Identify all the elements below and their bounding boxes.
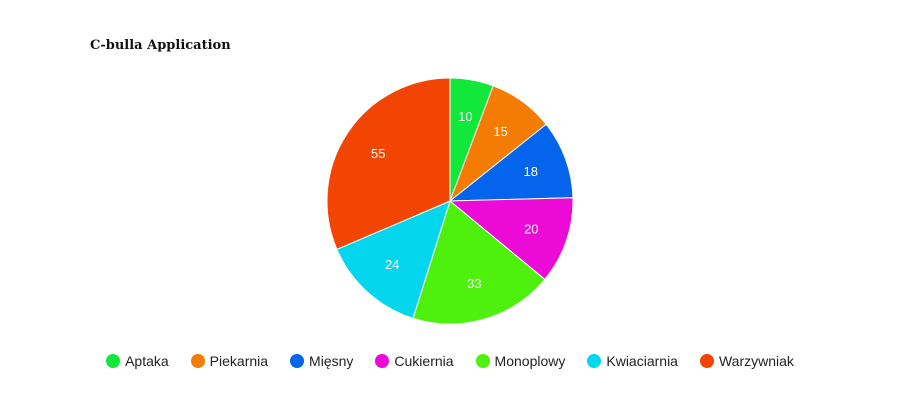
slice-value-label: 33 [467,276,481,291]
legend-swatch [290,354,305,368]
chart-title: C-bulla Application [90,38,231,53]
slice-value-label: 55 [371,146,385,161]
slice-value-label: 18 [524,164,538,179]
pie-slice-mięsny [448,123,574,202]
legend-swatch [106,354,121,368]
legend-item[interactable]: Warzywniak [699,351,794,371]
slice-value-label: 20 [524,222,538,237]
legend-item[interactable]: Mięsny [290,351,353,371]
pie-slice-warzywniak [326,77,451,250]
legend-item[interactable]: Piekarnia [190,351,269,371]
legend-swatch [475,354,490,368]
legend-swatch [190,354,205,368]
slice-value-label: 24 [385,257,399,272]
legend-label: Aptaka [125,353,169,369]
legend-swatch [587,354,602,368]
legend-label: Mięsny [309,353,354,369]
legend-label: Kwiaciarnia [606,353,678,369]
legend-item[interactable]: Cukiernia [375,351,454,371]
legend-item[interactable]: Monoplowy [475,351,566,371]
legend-swatch [699,354,714,368]
legend-label: Piekarnia [209,353,269,369]
legend-label: Warzywniak [718,353,794,369]
legend-item[interactable]: Kwiaciarnia [587,351,678,371]
legend-swatch [375,354,390,368]
pie-slice-kwiaciarnia [336,200,451,319]
pie-slice-monoplowy [412,200,546,325]
slice-value-label: 10 [458,109,472,124]
legend-item[interactable]: Aptaka [106,351,169,371]
legend: Aptaka Piekarnia Mięsny Cukiernia Monoplowy K… [0,351,900,371]
legend-label: Cukiernia [394,353,454,369]
legend-label: Monoplowy [494,353,566,369]
slice-value-label: 15 [493,124,507,139]
pie-slice-cukiernia [448,197,574,281]
